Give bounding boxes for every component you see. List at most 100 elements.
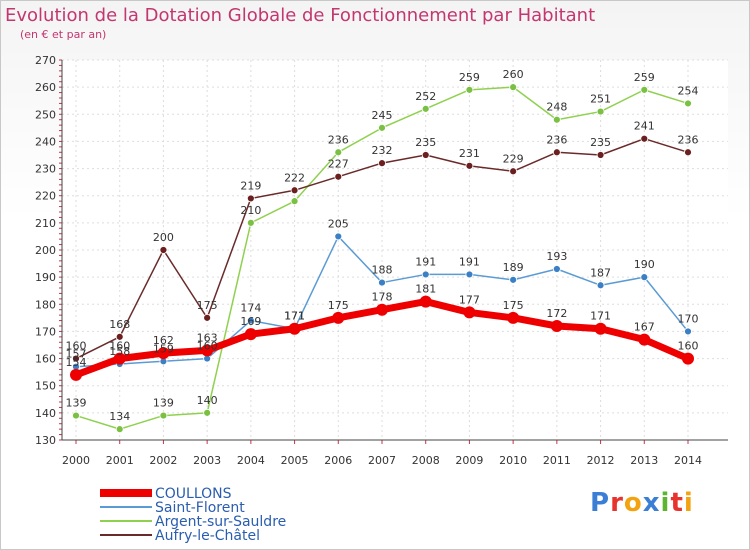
y-tick-label: 190	[35, 271, 56, 284]
logo-letter: o	[623, 488, 643, 518]
data-label: 251	[590, 93, 611, 106]
data-point	[421, 270, 430, 279]
data-label: 171	[590, 310, 611, 323]
x-tick-label: 2000	[62, 454, 90, 467]
data-point	[290, 186, 299, 195]
y-tick-label: 240	[35, 135, 56, 148]
legend-label: Aufry-le-Châtel	[155, 528, 260, 544]
data-label: 248	[546, 101, 567, 114]
x-tick-label: 2005	[281, 454, 309, 467]
x-tick-label: 2002	[149, 454, 177, 467]
data-label: 168	[109, 318, 130, 331]
data-point	[203, 313, 212, 322]
y-tick-label: 250	[35, 108, 56, 121]
y-tick-label: 210	[35, 217, 56, 230]
data-point	[201, 344, 214, 357]
data-label: 259	[459, 71, 480, 84]
legend-label: Argent-sur-Sauldre	[155, 514, 286, 530]
data-point	[115, 425, 124, 434]
data-point	[465, 270, 474, 279]
data-point	[596, 281, 605, 290]
data-label: 139	[66, 397, 87, 410]
x-tick-label: 2009	[455, 454, 483, 467]
data-label: 259	[634, 71, 655, 84]
data-label: 172	[546, 307, 567, 320]
data-label: 158	[109, 345, 130, 358]
data-point	[246, 316, 255, 325]
data-point	[507, 311, 520, 324]
y-tick-label: 140	[35, 407, 56, 420]
data-point	[288, 322, 301, 335]
data-label: 174	[240, 302, 261, 315]
data-point	[684, 148, 692, 157]
data-point	[159, 411, 168, 420]
data-label: 159	[153, 342, 174, 355]
data-point	[594, 322, 607, 335]
data-label: 236	[546, 133, 567, 146]
data-label: 222	[284, 171, 305, 184]
x-tick-label: 2007	[368, 454, 396, 467]
proxiti-logo: Proxiti	[590, 488, 694, 518]
y-tick-label: 180	[35, 298, 56, 311]
data-label: 157	[66, 348, 87, 361]
y-tick-label: 170	[35, 325, 56, 338]
data-point	[378, 159, 386, 168]
data-label: 160	[197, 340, 218, 353]
data-label: 181	[415, 283, 436, 296]
chart-title: Evolution de la Dotation Globale de Fonc…	[5, 5, 596, 26]
data-label: 235	[415, 136, 436, 149]
data-point	[72, 411, 80, 420]
data-point	[682, 352, 694, 365]
data-point	[378, 278, 386, 287]
data-point	[332, 311, 345, 324]
y-tick-label: 260	[35, 81, 56, 94]
data-label: 163	[197, 331, 218, 344]
data-label: 229	[503, 152, 524, 165]
data-label: 154	[66, 356, 87, 369]
data-point	[203, 408, 212, 417]
data-point	[113, 352, 126, 365]
data-label: 200	[153, 231, 174, 244]
data-point	[552, 265, 561, 273]
data-label: 170	[678, 312, 699, 325]
data-point	[246, 194, 255, 203]
data-label: 236	[328, 133, 349, 146]
x-tick-label: 2012	[587, 454, 615, 467]
data-label: 252	[415, 90, 436, 103]
data-point	[378, 123, 386, 132]
data-label: 190	[634, 258, 655, 271]
data-label: 210	[240, 204, 261, 217]
data-label: 162	[153, 334, 174, 347]
data-label: 178	[372, 291, 393, 304]
data-label: 134	[109, 410, 130, 423]
logo-letter: r	[610, 488, 624, 518]
data-point	[509, 83, 518, 92]
data-label: 227	[328, 158, 349, 171]
chart-subtitle: (en € et par an)	[20, 28, 107, 41]
logo-letter: t	[670, 488, 684, 518]
x-tick-label: 2010	[499, 454, 527, 467]
data-label: 160	[678, 340, 699, 353]
data-label: 254	[678, 84, 699, 97]
data-label: 140	[197, 394, 218, 407]
x-tick-label: 2013	[630, 454, 658, 467]
data-point	[72, 354, 80, 363]
y-tick-label: 220	[35, 190, 56, 203]
data-label: 189	[503, 261, 524, 274]
data-label: 193	[546, 250, 567, 263]
data-point	[70, 368, 82, 381]
data-point	[376, 303, 388, 316]
data-label: 231	[459, 147, 480, 160]
x-tick-label: 2008	[412, 454, 440, 467]
data-label: 235	[590, 136, 611, 149]
data-point	[638, 333, 651, 346]
data-point	[465, 161, 474, 170]
data-point	[463, 306, 476, 319]
data-point	[334, 172, 343, 181]
data-label: 232	[372, 144, 393, 157]
y-tick-label: 230	[35, 163, 56, 176]
logo-letter: i	[660, 488, 671, 518]
data-label: 139	[153, 397, 174, 410]
data-label: 175	[503, 299, 524, 312]
